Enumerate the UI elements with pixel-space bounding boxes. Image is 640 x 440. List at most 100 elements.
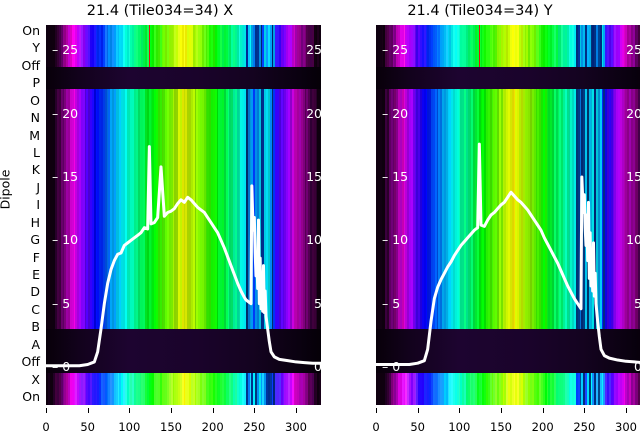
colormap-stripe xyxy=(113,373,117,405)
colormap-stripe xyxy=(113,25,117,67)
colormap-stripe xyxy=(519,25,522,67)
x-axis-ticks-y: 0 50 100 150 200 250 300 xyxy=(320,406,640,440)
plot-area-y[interactable] xyxy=(376,25,640,405)
colormap-stripe xyxy=(77,373,81,405)
y-tick-label: – 5 xyxy=(382,295,401,311)
colormap-stripe xyxy=(553,25,557,67)
colormap-stripe xyxy=(583,373,587,405)
category-label-left: D xyxy=(30,284,40,300)
colormap-stripe xyxy=(99,373,103,405)
colormap-stripe xyxy=(247,25,251,67)
colormap-stripe xyxy=(399,25,403,67)
colormap-stripe xyxy=(632,373,636,405)
colormap-stripe xyxy=(462,373,466,405)
colormap-stripe xyxy=(401,25,405,67)
colormap-stripe xyxy=(119,373,123,405)
colormap-stripe xyxy=(185,25,189,67)
category-label-left: H xyxy=(30,214,40,230)
x-tick-label: 250 xyxy=(243,420,266,434)
colormap-stripe xyxy=(284,25,288,67)
colormap-stripe xyxy=(128,25,132,67)
colormap-stripe xyxy=(266,373,269,405)
colormap-stripe xyxy=(453,25,456,67)
colormap-stripe xyxy=(168,25,172,67)
colormap-stripe xyxy=(203,25,207,67)
colormap-stripe xyxy=(447,25,451,67)
colormap-stripe xyxy=(423,373,427,405)
colormap-stripe xyxy=(75,373,79,405)
colormap-stripe xyxy=(187,373,191,405)
colormap-stripe xyxy=(251,373,255,405)
category-label-left: A xyxy=(31,336,40,352)
colormap-stripe xyxy=(588,373,592,405)
colormap-stripe xyxy=(161,25,165,67)
colormap-stripe xyxy=(456,373,460,405)
colormap-stripe xyxy=(139,25,143,67)
colormap-stripe xyxy=(308,373,312,405)
category-label-left: On xyxy=(22,389,40,404)
colormap-stripe xyxy=(506,373,510,405)
colormap-stripe xyxy=(376,25,379,67)
colormap-stripe xyxy=(194,25,198,67)
colormap-stripe xyxy=(471,373,475,405)
colormap-stripe xyxy=(86,373,90,405)
category-axis-left: On Y Off P O N M L K J I H G F E D C B A Off X On xyxy=(2,24,44,405)
colormap-stripe xyxy=(66,373,70,405)
colormap-stripe xyxy=(385,25,389,67)
colormap-stripe xyxy=(464,373,467,405)
colormap-stripe xyxy=(557,25,561,67)
colormap-stripe xyxy=(201,25,205,67)
colormap-stripe xyxy=(280,373,284,405)
y-tick-label: 5 xyxy=(314,295,322,311)
colormap-stripe xyxy=(212,25,216,67)
x-tick-mark xyxy=(584,408,586,413)
colormap-stripe xyxy=(425,373,429,405)
colormap-stripe xyxy=(58,25,62,67)
colormap-stripe xyxy=(51,373,55,405)
colormap-stripe xyxy=(266,25,269,67)
colormap-stripe xyxy=(227,25,231,67)
colormap-stripe xyxy=(526,373,530,405)
colormap-stripe xyxy=(223,373,227,405)
colormap-stripe xyxy=(407,373,411,405)
colormap-stripe xyxy=(220,25,224,67)
colormap-stripe xyxy=(145,25,148,67)
category-label-left: E xyxy=(32,267,40,282)
colormap-stripe xyxy=(438,373,442,405)
colormap-stripe xyxy=(93,373,97,405)
colormap-stripe xyxy=(453,373,456,405)
colormap-stripe xyxy=(421,25,425,67)
colormap-stripe xyxy=(383,373,387,405)
colormap-stripe xyxy=(157,25,161,67)
y-tick-label: 15 xyxy=(626,169,640,184)
colormap-stripe xyxy=(513,25,517,67)
colormap-stripe xyxy=(467,373,471,405)
x-tick-mark xyxy=(87,408,89,413)
colormap-stripe xyxy=(553,373,557,405)
colormap-stripe xyxy=(574,25,577,67)
colormap-stripe xyxy=(526,25,530,67)
colormap-stripe xyxy=(157,373,161,405)
colormap-stripe xyxy=(282,25,286,67)
colormap-stripe xyxy=(621,373,625,405)
colormap-stripe xyxy=(377,25,381,67)
colormap-stripe xyxy=(156,373,159,405)
colormap-stripe xyxy=(183,373,187,405)
colormap-stripe xyxy=(552,373,555,405)
colormap-stripe xyxy=(427,25,431,67)
colormap-stripe xyxy=(469,373,473,405)
colormap-stripe xyxy=(260,373,264,405)
colormap-stripe xyxy=(407,25,411,67)
y-tick-label: – 5 xyxy=(52,295,71,311)
colormap-stripe xyxy=(249,373,253,405)
colormap-stripe xyxy=(555,373,559,405)
y-tick-label: 10 xyxy=(306,232,322,248)
plot-area-x[interactable] xyxy=(46,25,321,405)
colormap-stripe xyxy=(381,373,385,405)
colormap-stripe xyxy=(244,25,247,67)
colormap-stripe xyxy=(508,373,511,405)
colormap-stripe xyxy=(440,25,444,67)
colormap-stripe xyxy=(522,25,526,67)
colormap-stripe xyxy=(541,25,544,67)
colormap-stripe xyxy=(253,373,257,405)
